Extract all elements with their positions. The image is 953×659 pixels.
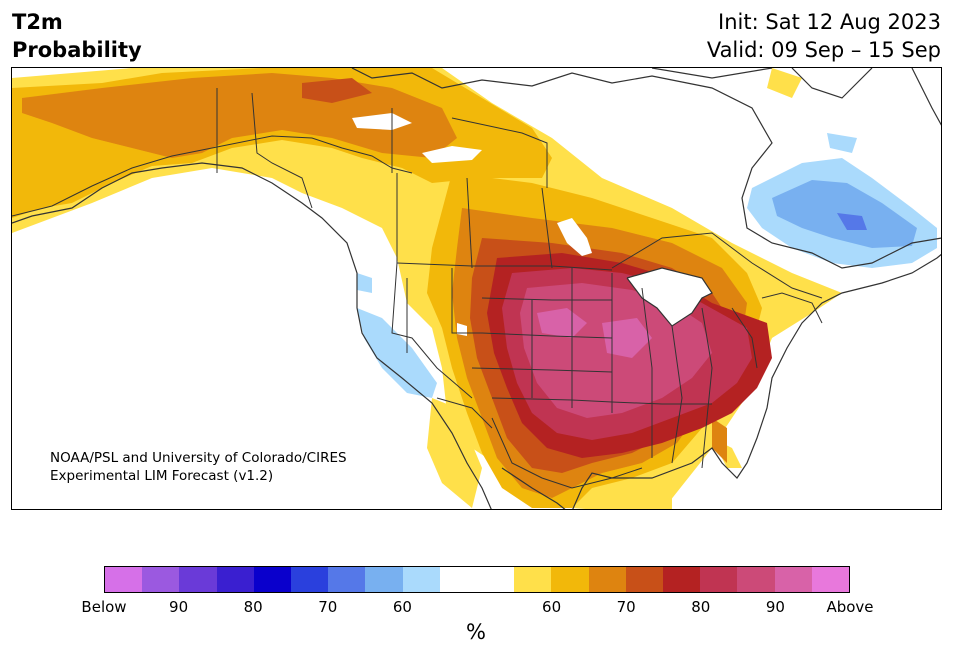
colorbar-segment	[588, 567, 626, 592]
credit-text: NOAA/PSL and University of Colorado/CIRE…	[50, 449, 347, 485]
colorbar-segment	[105, 567, 143, 592]
colorbar-segment	[774, 567, 812, 592]
colorbar-tick-label: 70	[318, 598, 338, 616]
colorbar-segment	[551, 567, 589, 592]
title-probability: Probability	[12, 38, 142, 62]
map-title: T2m Probability	[12, 8, 142, 64]
credit-line-1: NOAA/PSL and University of Colorado/CIRE…	[50, 450, 347, 466]
colorbar-segment	[142, 567, 180, 592]
map-canvas	[12, 68, 941, 509]
colorbar-segment	[477, 567, 515, 592]
colorbar-segment	[811, 567, 850, 592]
forecast-dates: Init: Sat 12 Aug 2023 Valid: 09 Sep – 15…	[707, 8, 941, 64]
colorbar	[104, 566, 850, 593]
title-variable: T2m	[12, 10, 63, 34]
colorbar-tick-label: Below	[81, 598, 127, 616]
colorbar-tick-label: 90	[765, 598, 785, 616]
colorbar-segment	[291, 567, 329, 592]
colorbar-unit-label: %	[466, 620, 486, 644]
political-boundaries	[12, 88, 823, 489]
colorbar-tick-label: 60	[392, 598, 412, 616]
colorbar-tick-label: 60	[542, 598, 562, 616]
colorbar-segment	[179, 567, 217, 592]
prob-below-region	[357, 133, 937, 398]
prob-95-above-region	[537, 308, 652, 358]
colorbar-segment	[328, 567, 366, 592]
colorbar-tick-label: 90	[169, 598, 189, 616]
colorbar-segment	[514, 567, 552, 592]
colorbar-segment	[663, 567, 701, 592]
colorbar-tick-label: 80	[243, 598, 263, 616]
coastlines	[12, 68, 941, 509]
init-date: Init: Sat 12 Aug 2023	[718, 10, 941, 34]
credit-line-2: Experimental LIM Forecast (v1.2)	[50, 468, 274, 484]
colorbar-segment	[402, 567, 440, 592]
colorbar-segment	[216, 567, 254, 592]
colorbar-segment	[700, 567, 738, 592]
probability-map: NOAA/PSL and University of Colorado/CIRE…	[11, 67, 942, 510]
colorbar-segment	[625, 567, 664, 592]
valid-range: Valid: 09 Sep – 15 Sep	[706, 38, 941, 62]
colorbar-tick-label: Above	[826, 598, 874, 616]
colorbar-tick-label: 70	[616, 598, 636, 616]
colorbar-segment	[253, 567, 292, 592]
colorbar-segment	[737, 567, 775, 592]
colorbar-tick-label: 80	[691, 598, 711, 616]
colorbar-segment	[439, 567, 478, 592]
colorbar-segment	[365, 567, 403, 592]
